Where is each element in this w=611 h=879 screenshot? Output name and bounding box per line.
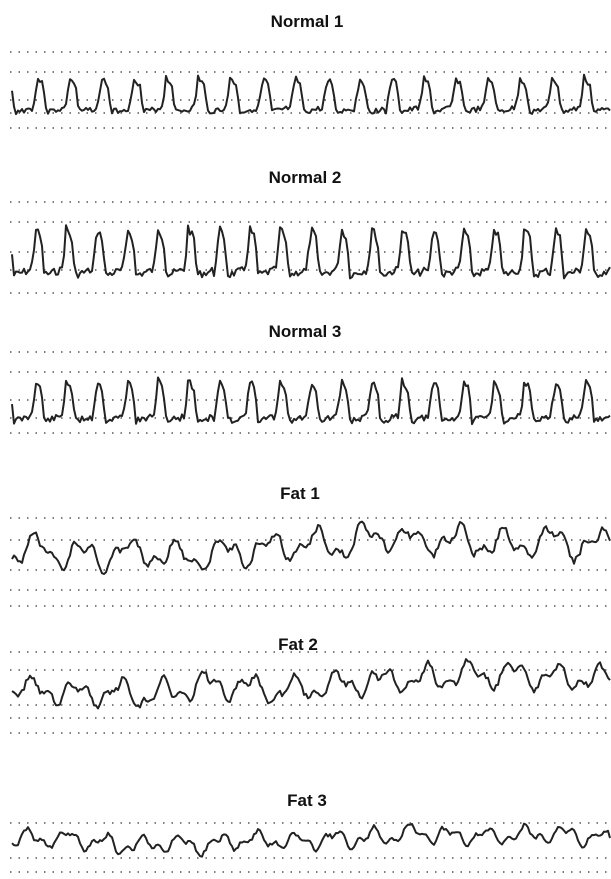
- figure: Normal 1 Normal 2 Normal 3 Fat 1 Fat 2 F…: [0, 0, 611, 879]
- panel-title: Fat 1: [280, 484, 320, 503]
- waveform: [12, 75, 610, 114]
- panel-title: Normal 3: [269, 322, 342, 341]
- waveform: [12, 824, 610, 857]
- panel-title: Normal 2: [269, 168, 342, 187]
- panel-title: Fat 3: [287, 791, 327, 810]
- page: {"panels": [ {"title": "Normal 1"}, {"ti…: [0, 0, 611, 879]
- panel-title: Normal 1: [271, 12, 344, 31]
- waveform: [12, 659, 610, 708]
- panel-title: Fat 2: [278, 635, 318, 654]
- waveform: [12, 522, 610, 574]
